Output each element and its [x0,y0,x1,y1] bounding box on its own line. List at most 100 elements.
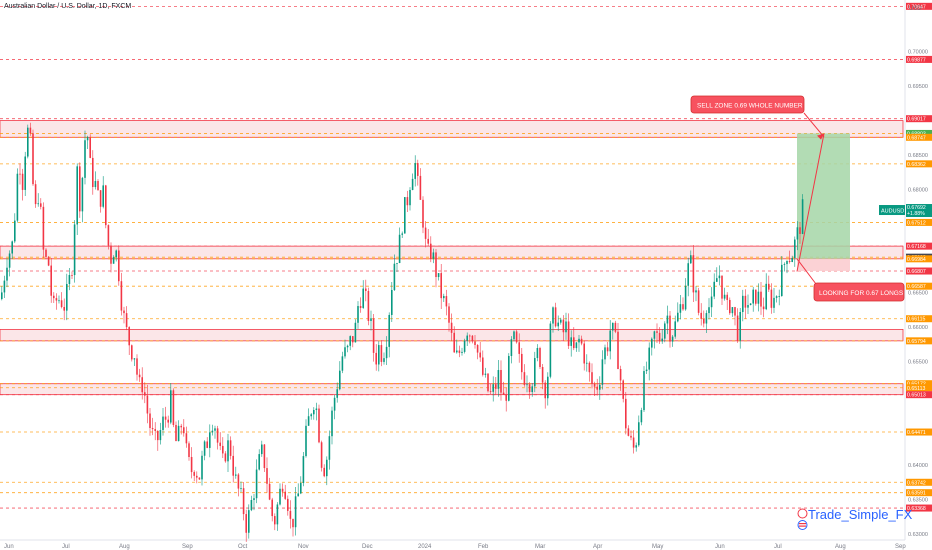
x-tick-label-12: Jun [715,544,725,550]
candle-body [115,250,117,258]
candle-body [508,355,510,401]
candle-body [760,291,762,307]
candle-body [414,163,416,179]
candle-body [401,233,403,235]
candle-body [393,263,396,291]
candle-body [380,345,383,362]
candle-body [211,430,214,433]
candle-body [762,306,765,310]
candle-body [671,336,674,342]
price-label-8: 0.67168 [907,244,926,250]
candle-body [430,243,432,259]
candle-body [183,427,185,434]
candle-body [138,374,141,378]
price-label-bg-17 [906,391,932,399]
candle-body [112,257,115,264]
candle-body [469,335,471,337]
price-label-bg-18 [906,428,932,436]
candle-body [742,295,744,312]
candle-body [274,516,276,525]
candle-body [201,455,203,480]
y-tick-label-1: 0.69500 [908,84,928,90]
candle-body [16,173,19,221]
candle-body [645,369,648,372]
candle-body [76,166,78,225]
sell-zone-callout-pointer [803,112,825,138]
price-label-bg-0 [906,2,932,10]
candle-body [118,250,120,282]
candle-body [458,350,461,353]
candle-body [755,289,757,304]
candle-body [170,390,172,423]
price-label-bg-1 [906,55,932,63]
candle-body [222,445,224,454]
candle-body [47,256,50,266]
candle-body [445,296,448,307]
candle-body [89,137,91,158]
x-tick-label-9: Mar [535,544,545,550]
candle-body [180,425,182,428]
candle-body [775,296,778,298]
price-label-14: 0.65794 [907,339,926,345]
candle-body [591,372,593,384]
candle-body [341,356,344,371]
candle-body [684,285,687,310]
candle-body [448,306,450,323]
candle-body [391,290,393,315]
candle-body [435,252,437,278]
chart-title: Australian Dollar / U.S. Dollar, 1D, FXC… [4,3,132,10]
candle-body [227,440,229,462]
y-tick-label-8: 0.63500 [908,497,928,503]
candle-body [651,338,653,348]
price-label-5: 0.68362 [907,162,926,168]
candle-body [515,331,518,343]
candle-body [378,345,380,365]
candle-body [695,290,697,293]
candle-body [11,241,13,254]
candle-body [575,342,578,349]
candle-body [359,306,362,308]
candle-body [500,370,502,393]
price-label-bg-16 [906,384,932,392]
candle-body [151,427,154,430]
price-label-16: 0.65113 [907,386,925,392]
candle-body [781,264,783,297]
candle-body [128,327,130,346]
candle-body [313,410,315,415]
candle-body [601,359,604,385]
watermark-icons [797,508,808,530]
price-label-19: 0.63742 [907,480,926,486]
price-label-21: 0.63368 [907,506,926,512]
candle-body [505,394,507,401]
candle-body [63,306,65,311]
candle-body [419,175,422,200]
candle-body [185,433,188,444]
candle-body [794,239,796,258]
candle-body [149,413,151,428]
candle-body [573,337,575,349]
candle-body [747,305,749,308]
candle-body [242,488,245,515]
candle-body [627,428,630,436]
candle-body [276,504,279,525]
candle-body [318,408,320,443]
candle-body [619,368,622,381]
candle-body [354,322,357,343]
candle-body [58,300,60,302]
candle-body [534,358,536,387]
x-tick-label-0: Jun [4,544,14,550]
candle-body [385,346,388,359]
candle-body [21,173,24,190]
candle-body [406,197,409,206]
candle-body [547,376,549,399]
candle-body [326,459,328,477]
candle-body [752,289,754,304]
candle-body [791,257,793,263]
candle-body [474,341,476,345]
symbol-tag-text: AUDUSD [881,209,904,215]
candle-body [479,352,481,358]
candle-body [437,273,440,278]
sell-zone-callout-box [690,95,805,114]
candle-body [292,518,294,528]
